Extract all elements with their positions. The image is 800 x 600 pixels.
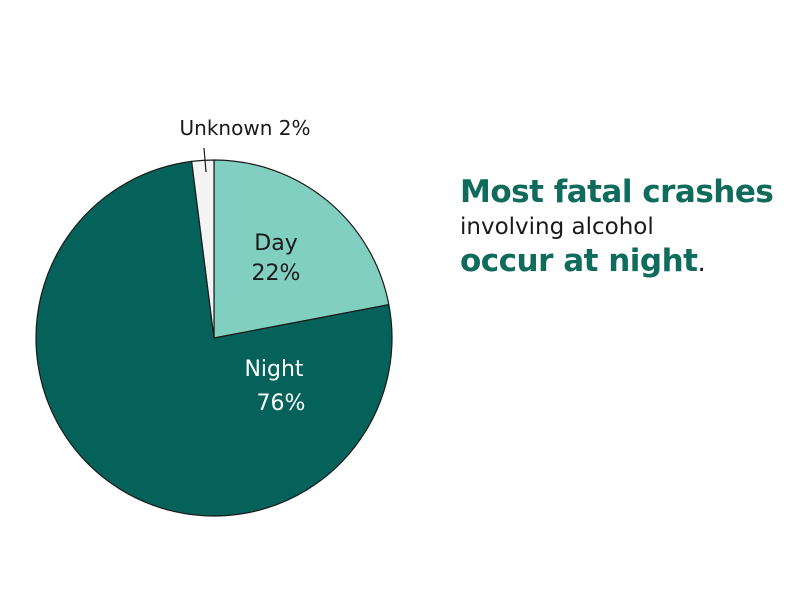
headline-line-2: involving alcohol [460, 214, 654, 240]
headline-line-3-text: occur at night [460, 243, 698, 279]
pie-chart: Day 22% Night 76% Unknown 2% [35, 116, 393, 517]
pie-slice-day [213, 159, 390, 339]
pie-slices [35, 159, 393, 517]
pie-slice-night [35, 160, 393, 517]
night-slice-label: Night [244, 357, 303, 382]
headline-period: . [697, 248, 706, 278]
headline: Most fatal crashes involving alcohol occ… [460, 172, 790, 282]
unknown-slice-label: Unknown 2% [180, 116, 311, 140]
day-slice-value: 22% [252, 261, 301, 286]
headline-line-1: Most fatal crashes [460, 174, 774, 210]
pie-slice-unknown [191, 159, 215, 339]
headline-line-3: occur at night. [460, 242, 790, 282]
day-slice-label: Day [254, 231, 297, 256]
unknown-leader-line [203, 147, 207, 173]
night-slice-value: 76% [257, 391, 306, 416]
